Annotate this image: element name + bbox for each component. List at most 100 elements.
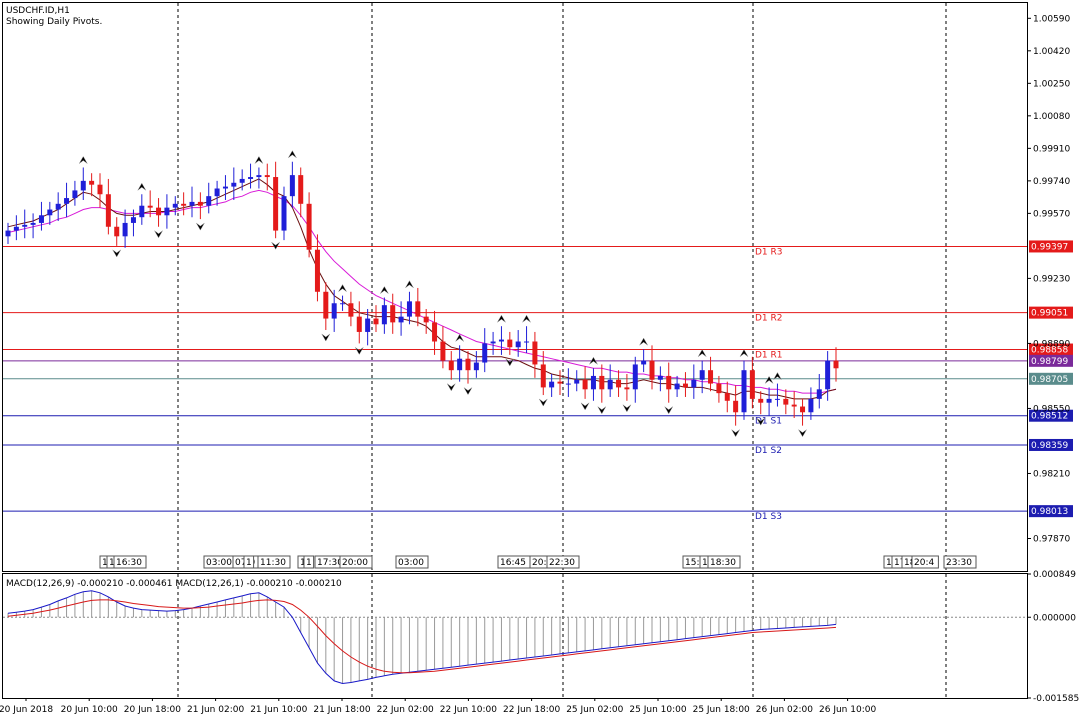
y-tick-label: 1.00080 xyxy=(1033,112,1070,122)
fractal-down-icon xyxy=(539,398,548,407)
event-label-box xyxy=(303,555,315,569)
fractal-up-icon xyxy=(288,150,297,158)
price-tag xyxy=(1029,409,1073,422)
candle-body xyxy=(716,383,722,394)
price-tag-label: 0.98705 xyxy=(1031,375,1068,385)
event-label: 15: xyxy=(685,558,699,568)
fractal-up-icon xyxy=(764,375,774,384)
event-label: 1 xyxy=(300,558,306,568)
event-label-box xyxy=(707,555,741,569)
candle-body xyxy=(582,379,588,390)
candle-body xyxy=(808,398,814,413)
y-tick-label: 0.98550 xyxy=(1033,404,1070,414)
fractal-up-icon xyxy=(639,337,648,346)
candle-body xyxy=(381,305,387,325)
event-label: 17 xyxy=(894,558,905,568)
candle-body xyxy=(47,209,53,216)
candle-body xyxy=(147,205,153,208)
candle-body xyxy=(791,404,797,407)
event-label: 03:00 xyxy=(206,558,232,568)
pivot-label: D1 S3 xyxy=(755,512,782,522)
fractal-up-icon xyxy=(773,372,782,380)
pivot-label: D1 S1 xyxy=(755,417,782,427)
candle-body xyxy=(507,339,513,348)
candle-body xyxy=(5,230,11,237)
candle-body xyxy=(565,383,571,385)
ma-slow-line xyxy=(7,189,837,394)
candle-body xyxy=(256,175,262,178)
candle-body xyxy=(641,360,647,365)
x-tick-label: 21 Jun 02:00 xyxy=(187,705,244,715)
candle-body xyxy=(800,406,806,413)
fractal-down-icon xyxy=(756,417,765,426)
candle-body xyxy=(264,175,270,178)
candle-body xyxy=(549,381,555,388)
price-tag-label: 0.98858 xyxy=(1031,346,1068,356)
x-tick-label: 26 Jun 10:00 xyxy=(819,705,876,715)
price-tag xyxy=(1029,240,1073,253)
macd-y-tick-label: -0.001585 xyxy=(1033,694,1079,704)
fractal-up-icon xyxy=(589,356,598,365)
fractal-up-icon xyxy=(697,349,707,357)
fractal-down-icon xyxy=(580,402,590,411)
candle-body xyxy=(473,362,479,371)
candle-body xyxy=(833,360,839,369)
candle-body xyxy=(448,360,454,371)
fractal-down-icon xyxy=(664,406,673,415)
event-label: 20:4 xyxy=(914,558,934,568)
y-tick-label: 0.97870 xyxy=(1033,534,1070,544)
candle-body xyxy=(657,375,663,380)
candle-body xyxy=(482,343,488,363)
fractal-down-icon xyxy=(355,347,364,355)
fractal-down-icon xyxy=(321,333,331,342)
event-label: 20:00 xyxy=(342,558,368,568)
candle-body xyxy=(172,203,178,208)
candle-body xyxy=(423,316,429,323)
candle-body xyxy=(691,379,697,388)
candle-body xyxy=(708,370,714,384)
candle-body xyxy=(306,203,312,250)
event-label: 23:30 xyxy=(946,558,972,568)
price-tag xyxy=(1029,306,1073,319)
fractal-down-icon xyxy=(731,429,740,438)
pivot-label: D1 R1 xyxy=(755,351,783,361)
candle-body xyxy=(699,370,705,380)
event-label-box xyxy=(339,555,373,569)
candle-body xyxy=(749,370,755,399)
candle-body xyxy=(758,398,764,403)
candle-body xyxy=(13,226,19,231)
price-tag-label: 0.98799 xyxy=(1031,357,1068,367)
event-label: 1 xyxy=(109,558,115,568)
candle-body xyxy=(30,222,36,225)
price-tag-label: 0.98512 xyxy=(1031,412,1068,422)
candle-body xyxy=(139,205,145,218)
candle-body xyxy=(415,301,421,317)
x-tick-label: 21 Jun 10:00 xyxy=(250,705,307,715)
fractal-up-icon xyxy=(405,280,414,288)
candle-body xyxy=(122,222,128,237)
candle-body xyxy=(22,224,28,227)
event-label: 03:00 xyxy=(398,558,424,568)
fractal-up-icon xyxy=(137,182,147,191)
candle-body xyxy=(206,196,212,206)
macd-main-line xyxy=(7,590,837,685)
candle-body xyxy=(348,303,354,317)
x-tick-label: 20 Jun 10:00 xyxy=(61,705,118,715)
candle-body xyxy=(222,186,228,189)
y-tick-label: 0.99230 xyxy=(1033,274,1070,284)
fractal-up-icon xyxy=(497,314,506,323)
candle-body xyxy=(825,360,831,390)
candle-body xyxy=(465,358,471,371)
candle-body xyxy=(457,358,463,371)
candle-body xyxy=(248,177,254,179)
y-tick-label: 0.99570 xyxy=(1033,209,1070,219)
macd-label: MACD(12,26,9) -0.000210 -0.000461 MACD(1… xyxy=(6,579,342,589)
candle-body xyxy=(114,226,120,237)
candle-body xyxy=(616,379,622,388)
price-tag xyxy=(1029,354,1073,367)
ma-fast-line xyxy=(7,178,837,400)
candle-body xyxy=(624,387,630,390)
candle-body xyxy=(524,341,530,343)
candle-body xyxy=(289,175,295,197)
